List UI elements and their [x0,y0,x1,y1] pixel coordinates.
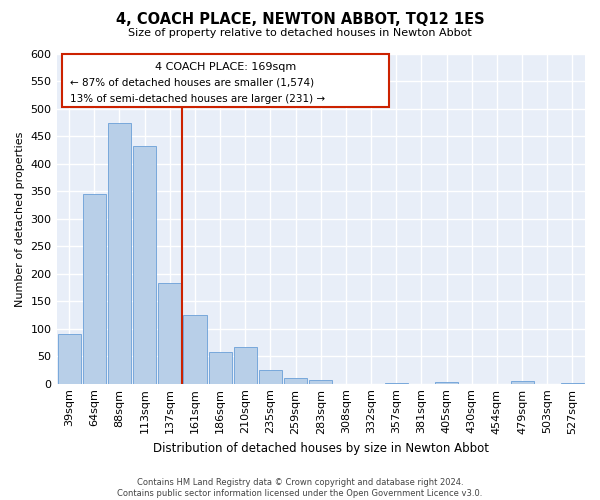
Bar [284,378,307,384]
Bar [83,194,106,384]
Text: 4 COACH PLACE: 169sqm: 4 COACH PLACE: 169sqm [155,62,296,72]
Bar [158,282,181,384]
Text: 4, COACH PLACE, NEWTON ABBOT, TQ12 1ES: 4, COACH PLACE, NEWTON ABBOT, TQ12 1ES [116,12,484,28]
Bar [561,382,584,384]
Text: 13% of semi-detached houses are larger (231) →: 13% of semi-detached houses are larger (… [70,94,325,104]
Bar [58,334,80,384]
Text: ← 87% of detached houses are smaller (1,574): ← 87% of detached houses are smaller (1,… [70,77,314,87]
Y-axis label: Number of detached properties: Number of detached properties [15,131,25,306]
Text: Size of property relative to detached houses in Newton Abbot: Size of property relative to detached ho… [128,28,472,38]
Bar [259,370,282,384]
Text: Contains HM Land Registry data © Crown copyright and database right 2024.
Contai: Contains HM Land Registry data © Crown c… [118,478,482,498]
Bar [385,382,408,384]
FancyBboxPatch shape [62,54,389,106]
Bar [511,382,533,384]
Bar [209,352,232,384]
Bar [309,380,332,384]
Bar [133,146,156,384]
Bar [108,122,131,384]
Bar [234,347,257,384]
Bar [435,382,458,384]
Bar [184,315,206,384]
X-axis label: Distribution of detached houses by size in Newton Abbot: Distribution of detached houses by size … [153,442,489,455]
